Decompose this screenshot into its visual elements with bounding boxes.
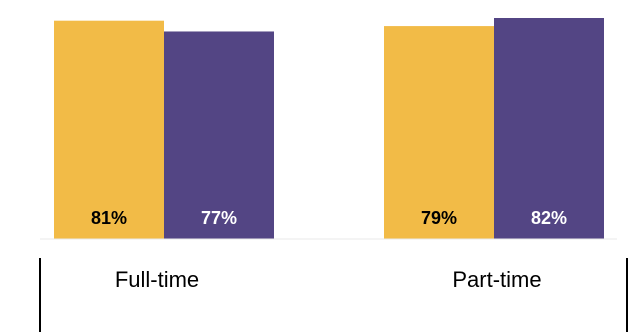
data-label-part-time-series-1: 79%: [421, 208, 457, 228]
category-label-full-time: Full-time: [115, 267, 199, 292]
bar-part-time-series-1: [384, 26, 494, 240]
category-label-part-time: Part-time: [452, 267, 541, 292]
bar-part-time-series-2: [494, 18, 604, 239]
bars-group: 81% 77% 79% 82%: [54, 18, 604, 240]
data-label-full-time-series-2: 77%: [201, 208, 237, 228]
data-label-part-time-series-2: 82%: [531, 208, 567, 228]
data-label-full-time-series-1: 81%: [91, 208, 127, 228]
bar-full-time-series-1: [54, 20, 164, 239]
bar-full-time-series-2: [164, 31, 274, 239]
